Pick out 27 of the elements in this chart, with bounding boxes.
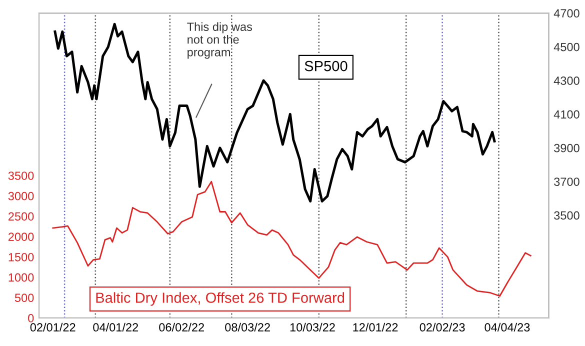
y2-tick-label: 4500 [554, 42, 580, 52]
y2-tick-label: 3700 [554, 178, 580, 186]
x-tick-label: 04/04/23 [484, 322, 530, 332]
y-tick-label: 2500 [8, 212, 34, 221]
y2-tick-label: 3500 [554, 211, 580, 220]
x-tick-label: 12/01/22 [353, 322, 398, 332]
line-series [54, 22, 496, 203]
x-tick-label: 04/01/22 [93, 322, 138, 332]
y-tick-label: 3000 [8, 192, 34, 200]
y-tick-label: 3500 [8, 172, 34, 180]
y-tick-label: 500 [14, 294, 34, 302]
x-tick-label: 10/03/22 [290, 322, 335, 332]
y2-tick-label: 4700 [554, 9, 580, 18]
series-label: Baltic Dry Index, Offset 26 TD Forward [96, 292, 344, 306]
y-tick-label: 1000 [8, 273, 34, 282]
y-tick-label: 1500 [8, 252, 34, 262]
x-tick-label: 06/02/22 [159, 322, 204, 332]
x-tick-label: 08/03/22 [225, 322, 270, 332]
y2-tick-label: 4300 [554, 76, 580, 85]
x-tick-label: 02/02/23 [420, 322, 465, 332]
text: SP500 [304, 60, 348, 72]
y2-tick-label: 4100 [554, 110, 580, 119]
annotation: This dip was not on the program [187, 22, 252, 59]
x-tick-label: 02/01/22 [30, 322, 76, 332]
y-tick-label: 2000 [8, 232, 34, 241]
y2-tick-label: 3900 [554, 144, 580, 152]
y-tick-label: 0 [28, 314, 34, 322]
